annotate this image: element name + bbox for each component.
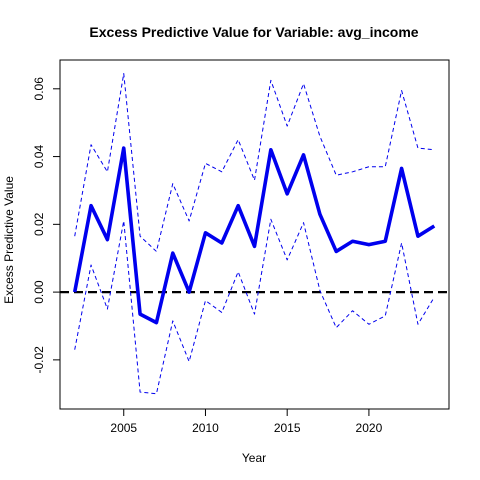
y-tick-label: 0.04 [32,145,46,169]
estimate-line [75,148,435,323]
series-lines [75,74,435,394]
y-tick-label: -0.02 [32,346,46,374]
y-axis: -0.02 0.00 0.02 0.04 0.06 [32,77,60,374]
y-tick-label: 0.02 [32,212,46,236]
chart-title: Excess Predictive Value for Variable: av… [89,24,418,40]
upper-bound-line [75,74,435,252]
x-axis: 2005 2010 2015 2020 [110,409,382,435]
plot-area-frame [60,60,449,409]
x-tick-label: 2005 [110,421,137,435]
x-tick-label: 2015 [274,421,301,435]
y-tick-label: 0.06 [32,77,46,101]
x-axis-label: Year [242,451,266,465]
y-tick-label: 0.00 [32,280,46,304]
x-tick-label: 2020 [356,421,383,435]
y-axis-label: Excess Predictive Value [2,176,16,304]
x-tick-label: 2010 [192,421,219,435]
